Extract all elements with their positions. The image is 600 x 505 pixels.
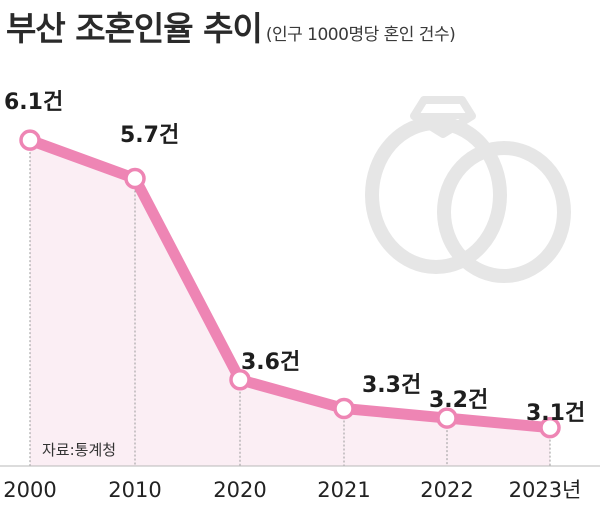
x-tick-label: 2010 (108, 478, 161, 502)
x-tick-label: 2020 (213, 478, 266, 502)
data-label: 3.6건 (241, 350, 300, 375)
data-label: 3.3건 (362, 373, 421, 398)
data-label: 3.2건 (429, 388, 488, 413)
data-point (539, 416, 561, 439)
chart-subtitle: (인구 1000명당 혼인 건수) (265, 25, 456, 45)
x-tick-label: 2000 (3, 478, 56, 502)
area-fill (30, 140, 550, 466)
data-point (124, 167, 146, 190)
data-point (436, 407, 458, 429)
data-point (229, 369, 251, 391)
data-label: 5.7건 (120, 123, 179, 148)
x-tick-label: 2023년 (509, 478, 582, 502)
chart-heading: 부산 조혼인율 추이 (인구 1000명당 혼인 건수) (6, 2, 456, 50)
wedding-rings-icon (365, 96, 571, 283)
data-point (19, 129, 41, 151)
data-label: 3.1건 (526, 401, 585, 426)
chart-title: 부산 조혼인율 추이 (6, 9, 263, 48)
data-point (333, 397, 355, 420)
x-tick-label: 2021 (317, 478, 370, 502)
x-tick-label: 2022 (420, 478, 473, 502)
data-label: 6.1건 (4, 90, 63, 115)
plot-area: 6.1건 5.7건 3.6건 3.3건 3.2건 3.1건 2000 2010 2020 2021… (0, 90, 600, 502)
source-note: 자료:통계청 (42, 441, 116, 459)
series-line (24, 134, 556, 434)
